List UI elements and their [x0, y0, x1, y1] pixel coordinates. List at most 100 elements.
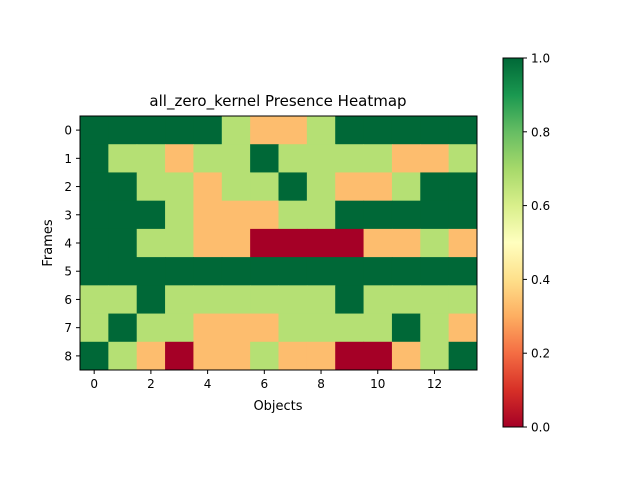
x-tick-label: 8: [317, 377, 325, 391]
heatmap-cell: [221, 228, 251, 258]
heatmap-cell: [108, 285, 138, 315]
heatmap-cell: [391, 200, 421, 230]
x-axis-ticks: 0 2 4 6 8 10 12: [90, 370, 442, 391]
y-tick-label: 3: [64, 208, 72, 222]
heatmap-cell: [448, 285, 478, 315]
heatmap-cell: [278, 341, 308, 371]
heatmap-cell: [306, 116, 336, 145]
heatmap-cell: [306, 228, 336, 258]
heatmap-cell: [193, 285, 223, 315]
heatmap-cell: [80, 200, 109, 230]
heatmap-cell: [448, 172, 478, 202]
heatmap-cell: [165, 313, 194, 343]
y-axis-ticks: 0 1 2 3 4 5 6 7 8: [64, 124, 80, 363]
heatmap-cell: [306, 172, 336, 202]
heatmap-cell: [136, 228, 166, 258]
heatmap-cell: [80, 228, 109, 258]
heatmap-cell: [335, 257, 365, 286]
x-axis-label: Objects: [253, 399, 302, 414]
x-tick-label: 4: [204, 377, 212, 391]
heatmap-cells: [80, 116, 478, 371]
heatmap-cell: [278, 200, 308, 230]
heatmap-cell: [420, 257, 450, 286]
heatmap-cell: [335, 116, 365, 145]
heatmap-cell: [420, 285, 450, 315]
y-tick-label: 6: [64, 293, 72, 307]
colorbar-tick-label: 0.0: [531, 421, 550, 435]
heatmap-cell: [420, 313, 450, 343]
colorbar-tick-label: 0.2: [531, 347, 550, 361]
heatmap-cell: [335, 144, 365, 173]
colorbar-tick-label: 0.4: [531, 273, 550, 287]
heatmap-cell: [165, 200, 194, 230]
heatmap-cell: [363, 116, 393, 145]
heatmap-cell: [448, 200, 478, 230]
y-axis-label: Frames: [41, 219, 56, 267]
heatmap-cell: [250, 228, 279, 258]
heatmap-cell: [221, 116, 251, 145]
colorbar-ticks: 0.0 0.2 0.4 0.6 0.8 1.0: [523, 52, 550, 435]
heatmap-cell: [221, 144, 251, 173]
heatmap-cell: [278, 257, 308, 286]
heatmap-cell: [193, 257, 223, 286]
heatmap-cell: [136, 116, 166, 145]
heatmap-cell: [136, 341, 166, 371]
heatmap-cell: [420, 341, 450, 371]
heatmap-cell: [250, 116, 279, 145]
heatmap-cell: [448, 144, 478, 173]
heatmap-cell: [250, 285, 279, 315]
heatmap-cell: [335, 172, 365, 202]
heatmap-cell: [448, 313, 478, 343]
heatmap-cell: [306, 200, 336, 230]
heatmap-cell: [391, 228, 421, 258]
heatmap-cell: [165, 285, 194, 315]
heatmap-cell: [80, 285, 109, 315]
heatmap-cell: [221, 285, 251, 315]
heatmap-cell: [250, 172, 279, 202]
heatmap-cell: [391, 116, 421, 145]
heatmap-cell: [448, 228, 478, 258]
heatmap-cell: [391, 341, 421, 371]
heatmap-cell: [193, 200, 223, 230]
heatmap-cell: [193, 116, 223, 145]
heatmap-cell: [221, 313, 251, 343]
heatmap-cell: [448, 341, 478, 371]
heatmap-cell: [80, 144, 109, 173]
heatmap-cell: [278, 144, 308, 173]
y-tick-label: 1: [64, 152, 72, 166]
heatmap-cell: [363, 172, 393, 202]
heatmap-cell: [193, 228, 223, 258]
heatmap-cell: [108, 116, 138, 145]
heatmap-cell: [108, 257, 138, 286]
heatmap-cell: [80, 313, 109, 343]
heatmap-cell: [391, 172, 421, 202]
heatmap-cell: [448, 257, 478, 286]
heatmap-cell: [391, 144, 421, 173]
heatmap-cell: [193, 144, 223, 173]
heatmap-cell: [108, 341, 138, 371]
heatmap-cell: [420, 116, 450, 145]
heatmap-cell: [193, 341, 223, 371]
heatmap-cell: [363, 257, 393, 286]
heatmap-cell: [335, 313, 365, 343]
heatmap-cell: [221, 257, 251, 286]
colorbar-tick-label: 1.0: [531, 52, 550, 66]
heatmap-cell: [306, 285, 336, 315]
heatmap-cell: [391, 313, 421, 343]
heatmap-cell: [391, 285, 421, 315]
heatmap-cell: [278, 313, 308, 343]
heatmap-cell: [306, 144, 336, 173]
heatmap-cell: [335, 228, 365, 258]
heatmap-cell: [165, 228, 194, 258]
x-tick-label: 2: [147, 377, 155, 391]
heatmap-cell: [250, 200, 279, 230]
heatmap-cell: [363, 228, 393, 258]
heatmap-cell: [165, 116, 194, 145]
heatmap-cell: [108, 313, 138, 343]
y-tick-label: 2: [64, 180, 72, 194]
heatmap-cell: [136, 257, 166, 286]
x-tick-label: 12: [427, 377, 442, 391]
heatmap-cell: [136, 172, 166, 202]
heatmap-cell: [136, 285, 166, 315]
